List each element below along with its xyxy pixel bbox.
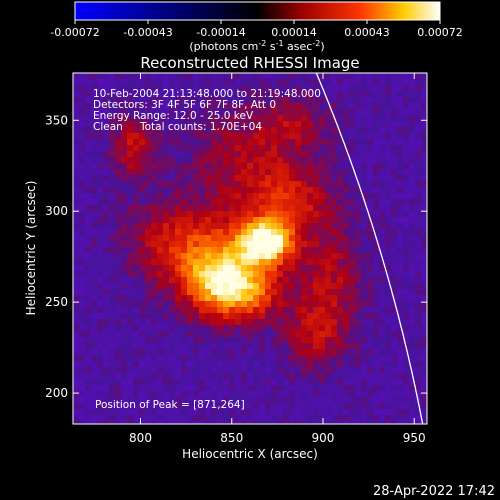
colorbar-tick-label: -0.00014 bbox=[196, 26, 245, 39]
footer-timestamp: 28-Apr-2022 17:42 bbox=[373, 484, 495, 499]
colorbar-tick-label: 0.00043 bbox=[344, 26, 390, 39]
plot-frame bbox=[72, 72, 428, 425]
y-axis-label: Heliocentric Y (arcsec) bbox=[24, 181, 38, 316]
colorbar-unit: (photons cm-2 s-1 asec-2) bbox=[189, 39, 324, 53]
y-tick-label: 200 bbox=[45, 386, 68, 400]
colorbar-tick-label: 0.00014 bbox=[271, 26, 317, 39]
annotation-peak: Position of Peak = [871,264] bbox=[95, 399, 245, 411]
colorbar-tick-label: 0.00072 bbox=[417, 26, 463, 39]
x-tick-label: 800 bbox=[129, 431, 152, 445]
x-axis-label: Heliocentric X (arcsec) bbox=[182, 447, 318, 461]
annotations: 10-Feb-2004 21:13:48.000 to 21:19:48.000… bbox=[93, 88, 321, 411]
colorbar bbox=[74, 1, 441, 21]
y-tick-label: 250 bbox=[45, 295, 68, 309]
y-tick-label: 350 bbox=[45, 113, 68, 127]
x-tick-label: 950 bbox=[403, 431, 426, 445]
chart-title: Reconstructed RHESSI Image bbox=[140, 54, 359, 72]
colorbar-tick-label: -0.00043 bbox=[123, 26, 172, 39]
annotation-total-counts: Total counts: 1.70E+04 bbox=[139, 121, 262, 133]
x-tick-label: 850 bbox=[220, 431, 243, 445]
axis-ticks: 800 850 900 950 200 250 300 350 bbox=[45, 73, 427, 445]
x-tick-label: 900 bbox=[312, 431, 335, 445]
annotation-method: Clean bbox=[93, 121, 123, 133]
heatmap-image bbox=[73, 73, 427, 424]
colorbar-tick-label: -0.00072 bbox=[50, 26, 99, 39]
annotation-energy: Energy Range: 12.0 - 25.0 keV bbox=[93, 110, 254, 122]
colorbar-ticks: -0.00072 -0.00043 -0.00014 0.00014 0.00043 0.… bbox=[50, 20, 463, 39]
solar-limb-arc bbox=[315, 73, 424, 424]
annotation-time: 10-Feb-2004 21:13:48.000 to 21:19:48.000 bbox=[93, 88, 321, 100]
y-tick-label: 300 bbox=[45, 204, 68, 218]
annotation-detectors: Detectors: 3F 4F 5F 6F 7F 8F, Att 0 bbox=[93, 99, 276, 111]
